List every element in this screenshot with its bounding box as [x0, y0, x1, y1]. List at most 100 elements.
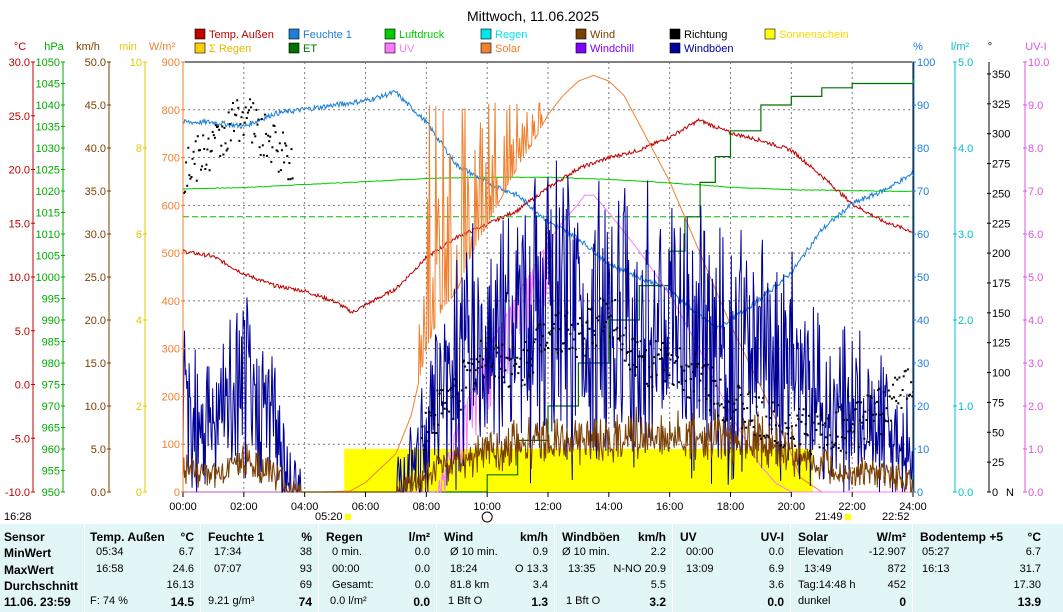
direction-dot	[810, 453, 812, 456]
direction-dot	[847, 430, 850, 433]
direction-dot	[613, 329, 616, 332]
axis-tick-label: 1000	[36, 272, 60, 284]
direction-dot	[753, 433, 756, 436]
direction-dot	[607, 316, 610, 318]
axis-tick-label: 10.0	[9, 272, 30, 284]
direction-dot	[604, 321, 607, 323]
solar-now-pre: dunkel	[798, 595, 831, 607]
direction-dot	[227, 111, 230, 114]
direction-dot	[861, 421, 864, 424]
direction-dot	[897, 402, 900, 405]
direction-dot	[707, 394, 710, 397]
direction-dot	[272, 124, 275, 127]
direction-dot	[537, 324, 540, 327]
direction-dot	[558, 328, 561, 331]
direction-dot	[855, 401, 858, 404]
direction-dot	[912, 391, 915, 394]
direction-dot	[443, 407, 446, 410]
axis-tick-label: 0.0	[15, 380, 30, 392]
axis-unit-label: °C	[14, 41, 26, 53]
uv-now: 0.0	[767, 595, 784, 609]
direction-dot	[782, 446, 785, 449]
series-richtung	[183, 98, 915, 456]
direction-dot	[472, 388, 475, 391]
direction-dot	[463, 359, 465, 362]
direction-dot	[255, 108, 258, 111]
direction-dot	[880, 433, 883, 436]
axis-tick-label: 1.0	[1028, 444, 1043, 456]
axis-tick-label: 20.0	[85, 315, 106, 327]
direction-dot	[634, 374, 637, 376]
direction-dot	[201, 165, 204, 168]
direction-dot	[235, 114, 238, 117]
direction-dot	[277, 170, 280, 173]
axis-tick-label: 8	[136, 143, 142, 155]
direction-dot	[828, 417, 831, 419]
x-tick-label: 00:00	[169, 501, 197, 513]
humidity-min-time: 17:34	[214, 546, 242, 558]
direction-dot	[494, 344, 497, 347]
row-label-sensor: Sensor	[4, 530, 45, 544]
direction-dot	[451, 395, 454, 398]
direction-dot	[256, 123, 259, 126]
direction-dot	[480, 339, 482, 342]
direction-dot	[633, 337, 636, 340]
axis-tick-label: 25	[992, 457, 1004, 469]
direction-dot	[467, 361, 470, 364]
axis-tick-label: 10	[917, 444, 929, 456]
temp-min-time: 05:34	[96, 546, 124, 558]
direction-dot	[863, 437, 866, 440]
direction-dot	[565, 323, 568, 326]
direction-dot	[694, 353, 696, 355]
direction-dot	[702, 365, 705, 368]
direction-dot	[441, 389, 444, 392]
direction-dot	[186, 184, 189, 187]
direction-dot	[866, 394, 869, 397]
direction-dot	[257, 118, 260, 121]
direction-dot	[758, 434, 761, 437]
direction-dot	[774, 424, 777, 427]
gusts-title: Windböen	[562, 530, 620, 544]
direction-dot	[493, 375, 496, 378]
direction-dot	[543, 348, 546, 351]
direction-dot	[244, 106, 247, 109]
direction-dot	[898, 376, 901, 379]
direction-dot	[730, 416, 733, 419]
direction-dot	[620, 348, 623, 351]
direction-dot	[521, 379, 524, 382]
direction-dot	[188, 174, 191, 177]
rain-title: Regen	[326, 530, 363, 544]
direction-dot	[751, 419, 754, 422]
legend-label: Windböen	[684, 43, 734, 55]
solar-r3-label: Tag:14:48 h	[798, 579, 856, 591]
direction-dot	[856, 401, 859, 403]
direction-dot	[596, 317, 599, 319]
direction-dot	[777, 404, 779, 407]
direction-dot	[684, 379, 687, 382]
axis-tick-label: 0	[992, 487, 998, 499]
direction-dot	[529, 375, 531, 378]
direction-dot	[846, 418, 849, 421]
direction-dot	[754, 396, 757, 398]
direction-dot	[647, 385, 650, 388]
direction-dot	[619, 335, 622, 338]
direction-dot	[886, 420, 889, 423]
direction-dot	[234, 113, 237, 116]
direction-dot	[837, 447, 840, 450]
direction-dot	[761, 401, 764, 404]
direction-dot	[646, 382, 649, 385]
direction-dot	[593, 334, 596, 336]
marker-sunset: 21:49	[815, 511, 843, 523]
direction-dot	[687, 365, 690, 368]
direction-dot	[250, 106, 253, 109]
direction-dot	[624, 326, 627, 329]
wind-r2-dir: O 13.3	[514, 563, 548, 575]
direction-dot	[597, 319, 600, 322]
direction-dot	[860, 401, 863, 404]
direction-dot	[690, 363, 693, 366]
direction-dot	[221, 125, 224, 128]
axis-tick-label: 100	[917, 57, 935, 69]
legend-label: Solar	[495, 43, 521, 55]
direction-dot	[434, 414, 437, 417]
direction-dot	[733, 402, 736, 405]
